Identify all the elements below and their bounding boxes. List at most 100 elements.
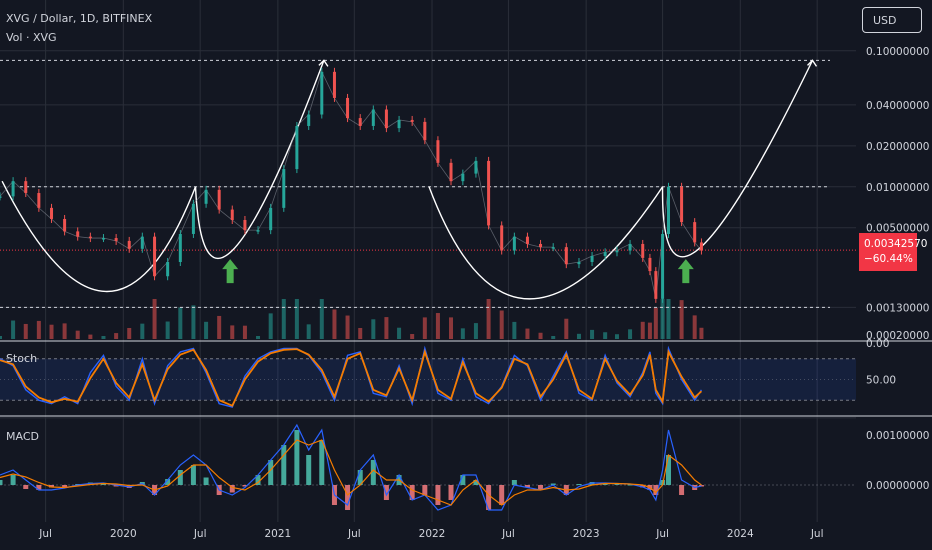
candle xyxy=(666,186,670,234)
price-series xyxy=(0,67,703,303)
volume-bar xyxy=(101,336,106,339)
volume-bar xyxy=(384,317,389,339)
volume-bar xyxy=(358,327,363,339)
stoch-tick-label: 50.00 xyxy=(866,375,896,387)
axes: 0.10000000 0.04000000 0.02000000 0.01000000… xyxy=(38,46,929,540)
macd-histogram-bar xyxy=(550,483,556,485)
volume-bar xyxy=(590,329,595,339)
volume-bar xyxy=(319,299,324,339)
volume-bar xyxy=(410,334,415,339)
volume-bar xyxy=(23,323,28,339)
macd-histogram-bar xyxy=(576,484,582,485)
macd-histogram-bar xyxy=(203,477,209,485)
macd-histogram-bar xyxy=(409,485,415,500)
macd-histogram-bar xyxy=(524,485,530,488)
volume-bar xyxy=(653,307,658,339)
candle xyxy=(24,181,28,194)
volume-bar xyxy=(692,315,697,339)
candle xyxy=(436,140,440,163)
macd-histogram-bar xyxy=(698,485,704,487)
macd-label[interactable]: MACD xyxy=(6,430,39,443)
signal-line xyxy=(0,439,702,506)
up-arrow-icon xyxy=(677,259,694,284)
candle xyxy=(332,71,336,98)
candle xyxy=(191,203,195,234)
macd-histogram-bar xyxy=(62,485,68,487)
volume-bar xyxy=(165,321,170,339)
candle xyxy=(551,247,555,249)
volume-bar xyxy=(152,299,157,339)
candle xyxy=(0,196,2,198)
macd-histogram-bar xyxy=(448,485,454,500)
price-tick-label: 0.00020000 xyxy=(866,330,929,342)
currency-button[interactable]: USD xyxy=(862,7,922,33)
price-tick-label: 0.04000000 xyxy=(866,100,929,112)
candle xyxy=(397,119,401,129)
volume-bar xyxy=(268,313,273,339)
macd-histogram-bar xyxy=(679,485,685,495)
macd-histogram-bar xyxy=(49,485,55,488)
last-price-tag: 0.00342570 −60.44% xyxy=(859,233,928,271)
macd-histogram-bar xyxy=(435,485,441,505)
macd-histogram-bar xyxy=(36,485,42,490)
candle xyxy=(346,97,350,119)
price-tick-label: 0.00 xyxy=(866,338,889,350)
volume-bar xyxy=(660,299,665,339)
volume-bar xyxy=(486,299,491,339)
candle xyxy=(320,71,324,115)
candle xyxy=(661,233,665,299)
macd-tick-label: 0.00100000 xyxy=(866,430,929,442)
volume-bar xyxy=(0,336,2,339)
macd-tick-label: 0.00000000 xyxy=(866,480,929,492)
candle xyxy=(693,222,697,243)
volume-bar xyxy=(435,313,440,339)
volume-bar xyxy=(397,327,402,339)
volume-bar xyxy=(603,332,608,339)
volume-bar xyxy=(647,322,652,339)
candle xyxy=(282,169,286,208)
macd-histogram-bar xyxy=(511,480,517,485)
macd-histogram-bar xyxy=(165,479,171,485)
cup-curve xyxy=(428,186,664,300)
macd-histogram-bar xyxy=(627,484,633,486)
x-tick-label: Jul xyxy=(193,528,207,540)
x-tick-label: 2021 xyxy=(265,528,292,540)
volume-bar xyxy=(512,321,517,339)
volume-bar xyxy=(460,328,465,339)
volume-bar xyxy=(538,332,543,339)
volume-bar xyxy=(576,333,581,339)
macd-histogram-bar xyxy=(473,480,479,485)
volume-bar xyxy=(473,323,478,339)
candle xyxy=(474,160,478,174)
last-price: 0.00342570 xyxy=(864,238,928,250)
candle xyxy=(512,236,516,251)
candle xyxy=(500,225,504,251)
macd-histogram-bar xyxy=(486,485,492,510)
volume-bar xyxy=(49,324,54,339)
candle xyxy=(307,114,311,126)
macd-histogram-bar xyxy=(460,475,466,485)
macd-histogram-bar xyxy=(229,485,235,493)
macd-histogram-bar xyxy=(177,470,183,485)
x-tick-label: 2023 xyxy=(573,528,600,540)
stoch-d-line xyxy=(0,348,703,407)
macd-histogram-bar xyxy=(255,475,261,485)
volume-bar xyxy=(332,309,337,339)
candle xyxy=(11,181,15,197)
macd-histogram-bar xyxy=(190,465,196,485)
volume-bar xyxy=(191,305,196,339)
stoch-panel xyxy=(0,345,856,408)
candle xyxy=(539,243,543,248)
candle xyxy=(153,236,157,277)
candle xyxy=(564,247,568,265)
stoch-label[interactable]: Stoch xyxy=(6,352,38,365)
symbol-title[interactable]: XVG / Dollar, 1D, BITFINEX xyxy=(6,12,153,25)
candle xyxy=(628,243,632,251)
price-tick-label: 0.00500000 xyxy=(866,223,929,235)
up-arrow-icon xyxy=(222,259,239,284)
volume-bar xyxy=(499,310,504,339)
volume-label[interactable]: Vol · XVG xyxy=(6,31,57,44)
macd-histogram-bar xyxy=(306,455,312,485)
candle xyxy=(127,240,131,249)
